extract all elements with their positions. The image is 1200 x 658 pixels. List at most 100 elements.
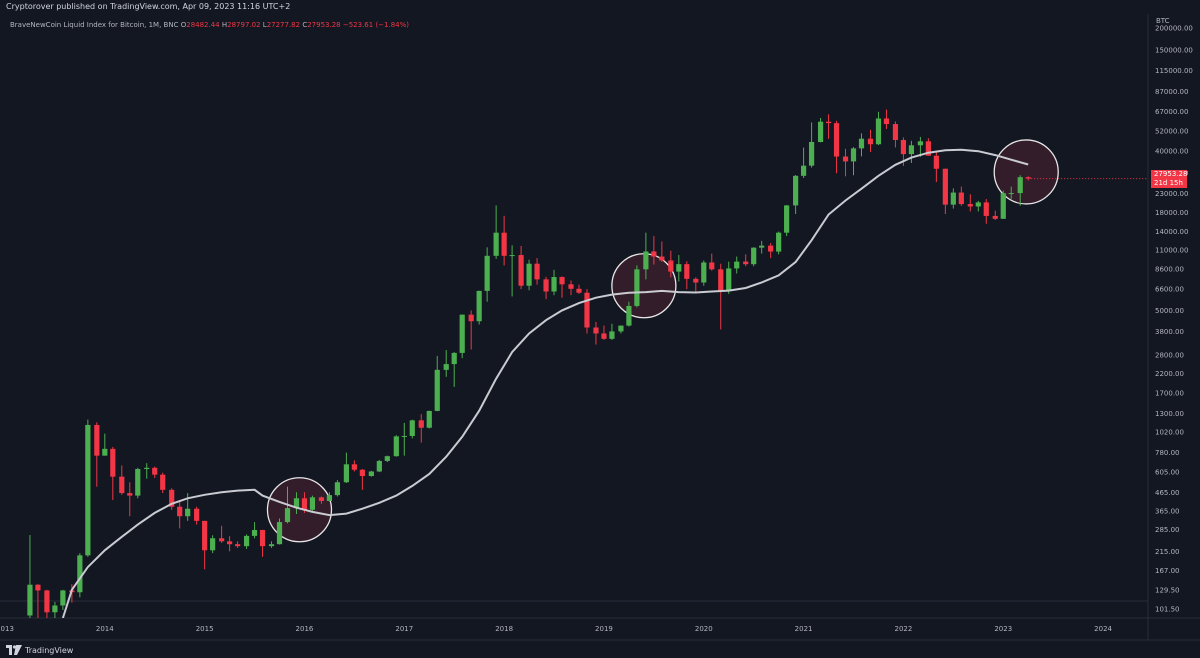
y-tick-label: 1300.00: [1155, 410, 1184, 418]
candle-body: [850, 148, 857, 162]
candle-body: [77, 555, 83, 593]
candle-body: [676, 264, 682, 272]
x-tick-label: 2016: [296, 625, 314, 633]
candle-body: [351, 464, 357, 470]
highlight-circle: [266, 477, 333, 543]
x-tick-label: 2013: [0, 625, 14, 633]
candle-body: [743, 261, 749, 265]
candle-body: [643, 251, 649, 270]
candle-body: [576, 288, 582, 293]
x-tick-label: 2023: [994, 625, 1012, 633]
y-tick-label: 14000.00: [1155, 228, 1188, 236]
candle-body: [892, 124, 899, 140]
close-value: 27953.28: [307, 21, 341, 29]
candle-body: [293, 498, 300, 509]
candle-countdown: 21d 15h: [1154, 178, 1183, 187]
candle-body: [102, 448, 108, 456]
candle-body: [651, 251, 657, 257]
candle-body: [52, 605, 58, 613]
candle-body: [459, 314, 465, 353]
candle-body: [393, 436, 399, 457]
candle-body: [867, 138, 874, 145]
candle-body: [27, 584, 33, 616]
candle-body: [908, 145, 915, 155]
change-value: −523.61 (−1.84%): [342, 21, 410, 29]
candle-body: [543, 279, 549, 292]
y-tick-label: 23000.00: [1155, 190, 1188, 198]
candle-body: [501, 232, 507, 256]
y-tick-label: 40000.00: [1155, 148, 1188, 156]
open-label: O: [180, 21, 187, 29]
candle-body: [443, 364, 449, 370]
high-label: H: [221, 21, 228, 29]
candle-body: [359, 469, 365, 477]
candle-body: [384, 456, 390, 461]
y-tick-label: 11000.00: [1155, 247, 1188, 255]
candle-body: [609, 331, 615, 339]
candle-body: [493, 232, 499, 256]
last-price-tag: 27953.28 21d 15h: [1151, 169, 1187, 188]
candle-body: [268, 544, 275, 547]
candle-body: [509, 255, 515, 257]
y-tick-label: 115000.00: [1155, 67, 1193, 75]
footer-brand[interactable]: TradingView: [25, 645, 74, 655]
y-tick-label: 18000.00: [1155, 209, 1188, 217]
candle-body: [401, 435, 407, 437]
candle-body: [967, 204, 973, 207]
candle-body: [418, 420, 424, 428]
candle-body: [618, 325, 624, 332]
candle-body: [784, 205, 790, 233]
candle-body: [950, 192, 956, 205]
high-value: 28797.02: [227, 21, 261, 29]
candle-body: [194, 508, 200, 521]
candle-body: [701, 262, 707, 283]
candle-body: [152, 467, 158, 475]
candle-body: [318, 497, 325, 501]
candle-body: [1008, 193, 1014, 195]
y-tick-label: 285.00: [1155, 526, 1180, 534]
candle-body: [476, 290, 482, 322]
candle-body: [251, 530, 258, 536]
candle-body: [276, 522, 283, 545]
candle-body: [185, 508, 191, 517]
candle-body: [942, 168, 948, 205]
candle-body: [35, 584, 41, 591]
candle-body: [584, 292, 590, 328]
y-tick-label: 87000.00: [1155, 88, 1188, 96]
candle-body: [202, 520, 208, 551]
y-tick-label: 2200.00: [1155, 370, 1184, 378]
published-header: Cryptorover published on TradingView.com…: [6, 2, 291, 11]
low-value: 27277.82: [266, 21, 301, 29]
candle-body: [468, 314, 474, 322]
candle-body: [693, 278, 699, 283]
candle-body: [626, 305, 632, 326]
x-tick-label: 2014: [96, 625, 114, 633]
candle-body: [751, 247, 757, 265]
candle-body: [227, 541, 233, 545]
candle-body: [833, 123, 840, 157]
y-tick-label: 150000.00: [1155, 46, 1193, 54]
tradingview-logo-icon[interactable]: [6, 645, 22, 655]
candle-body: [983, 202, 989, 216]
x-tick-label: 2017: [395, 625, 413, 633]
candle-body: [634, 269, 640, 306]
candle-body: [734, 261, 740, 269]
candle-body: [376, 460, 382, 472]
y-tick-label: 2800.00: [1155, 351, 1184, 359]
y-tick-label: 780.00: [1155, 449, 1180, 457]
candle-body: [309, 497, 316, 510]
candle-body: [119, 476, 125, 494]
candle-body: [526, 263, 532, 286]
candle-body: [593, 327, 599, 334]
candle-body: [900, 139, 907, 155]
close-label: C: [302, 21, 308, 29]
candle-body: [243, 535, 250, 547]
candle-body: [975, 202, 981, 207]
axis-unit: BTC: [1156, 17, 1170, 25]
y-tick-label: 215.00: [1155, 548, 1180, 556]
candle-body: [434, 369, 440, 411]
candle-body: [875, 118, 882, 145]
y-tick-label: 5000.00: [1155, 307, 1184, 315]
candle-body: [1000, 193, 1006, 219]
